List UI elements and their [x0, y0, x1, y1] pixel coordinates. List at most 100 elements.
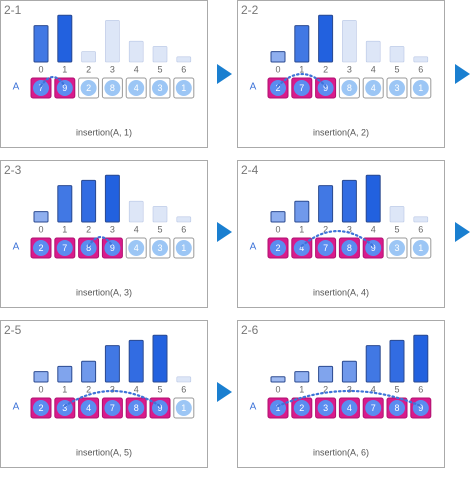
bar	[128, 200, 144, 223]
panel-frame	[237, 320, 445, 468]
caption: insertion(A, 1)	[76, 127, 132, 137]
cell-circle	[104, 400, 121, 416]
index-label: 4	[371, 384, 376, 394]
cell-value: 2	[38, 403, 43, 413]
index-label: 5	[394, 224, 399, 234]
index-label: 5	[157, 384, 162, 394]
bar	[318, 14, 334, 63]
index-label: 3	[347, 64, 352, 74]
cell-value: 4	[371, 83, 376, 93]
bar	[33, 371, 49, 383]
bar	[81, 360, 97, 383]
cell-circle	[389, 400, 405, 416]
cell-value: 3	[323, 403, 328, 413]
cell-circle	[412, 400, 429, 416]
cell-circle	[175, 80, 192, 96]
bar	[128, 339, 144, 383]
array-label: A	[13, 402, 20, 413]
cell-value: 1	[418, 83, 423, 93]
index-label: 5	[157, 64, 162, 74]
index-label: 6	[181, 384, 186, 394]
index-label: 1	[299, 384, 304, 394]
index-label: 0	[38, 224, 43, 234]
cell-value: 2	[86, 83, 91, 93]
bar	[365, 40, 381, 63]
cell-circle	[104, 240, 121, 256]
cell-value: 4	[134, 243, 139, 253]
cell-value: 7	[62, 243, 67, 253]
cell-value: 1	[418, 243, 423, 253]
index-label: 3	[110, 224, 115, 234]
cell-circle	[33, 80, 49, 96]
cell-value: 9	[62, 83, 67, 93]
panel-frame	[0, 0, 208, 148]
cell-circle	[389, 240, 405, 256]
cell-value: 3	[157, 243, 162, 253]
index-label: 6	[418, 64, 423, 74]
cell-value: 2	[275, 243, 280, 253]
bar	[176, 216, 192, 223]
index-label: 3	[347, 384, 352, 394]
index-label: 5	[157, 224, 162, 234]
cell-circle	[175, 400, 192, 416]
index-label: 6	[181, 64, 186, 74]
caption: insertion(A, 4)	[313, 287, 369, 297]
panel-label: 2-1	[4, 3, 22, 17]
array-label: A	[13, 242, 20, 253]
bar	[105, 20, 120, 63]
cell-value: 8	[86, 243, 91, 253]
index-label: 1	[299, 64, 304, 74]
cell-value: 4	[134, 83, 139, 93]
cell-value: 7	[38, 83, 43, 93]
panel-frame	[0, 160, 208, 308]
caption: insertion(A, 3)	[76, 287, 132, 297]
arrow	[217, 64, 232, 84]
cell-circle	[317, 240, 334, 256]
bar	[294, 200, 310, 223]
index-label: 0	[38, 64, 43, 74]
bar	[341, 179, 357, 223]
cell-value: 9	[157, 403, 162, 413]
bar	[81, 179, 97, 223]
index-label: 3	[110, 64, 115, 74]
panel-label: 2-6	[241, 323, 259, 337]
cell-circle	[175, 240, 192, 256]
index-label: 6	[181, 224, 186, 234]
array-label: A	[250, 82, 257, 93]
cell-value: 7	[299, 83, 304, 93]
cell-circle	[152, 80, 168, 96]
cell-value: 3	[394, 243, 399, 253]
cell-value: 2	[275, 83, 280, 93]
cell-circle	[104, 80, 121, 96]
cell-circle	[341, 400, 358, 416]
cell-circle	[128, 240, 145, 256]
bar	[57, 14, 73, 63]
bar	[104, 174, 120, 223]
bar	[152, 334, 168, 383]
index-label: 5	[394, 64, 399, 74]
bar	[413, 334, 429, 383]
cell-circle	[270, 80, 286, 96]
cell-circle	[317, 400, 334, 416]
bar	[152, 206, 168, 223]
index-label: 0	[275, 224, 280, 234]
cell-value: 2	[38, 243, 43, 253]
caption: insertion(A, 2)	[313, 127, 369, 137]
cell-circle	[341, 80, 358, 96]
cell-circle	[80, 400, 97, 416]
cell-value: 4	[347, 403, 352, 413]
bar	[128, 40, 144, 63]
bar	[294, 25, 310, 63]
cell-circle	[293, 400, 310, 416]
cell-circle	[412, 80, 429, 96]
cell-value: 9	[418, 403, 423, 413]
bar	[270, 376, 286, 383]
cell-circle	[128, 400, 145, 416]
cell-value: 3	[62, 403, 67, 413]
bar	[81, 51, 96, 63]
cell-circle	[80, 240, 97, 256]
panel-label: 2-4	[241, 163, 259, 177]
